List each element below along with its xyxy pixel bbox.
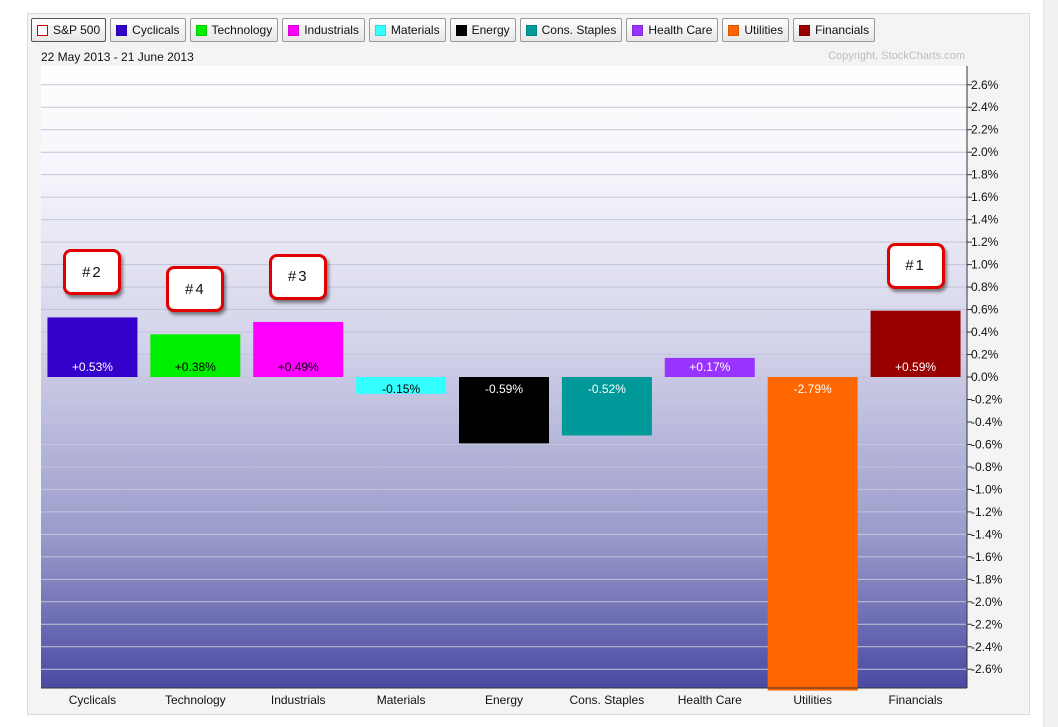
date-range-label: 22 May 2013 - 21 June 2013	[41, 50, 194, 64]
y-tick-label: 0.4%	[971, 325, 999, 339]
y-tick-label: -0.2%	[971, 392, 1003, 406]
legend-label: Cyclicals	[132, 23, 180, 37]
y-tick-label: 0.8%	[971, 280, 999, 294]
y-tick-label: -0.6%	[971, 437, 1003, 451]
rank-tag: #1	[886, 242, 945, 289]
legend-item-energy[interactable]: Energy	[449, 18, 516, 42]
bar-value-label: +0.53%	[72, 360, 113, 374]
legend-item-financials[interactable]: Financials	[793, 18, 876, 42]
y-tick-label: 1.6%	[971, 190, 999, 204]
y-tick-label: 1.8%	[971, 168, 999, 182]
rank-tag: #2	[63, 249, 122, 296]
legend-label: S&P 500	[53, 23, 101, 37]
x-category-label: Materials	[377, 693, 426, 707]
x-category-label: Energy	[485, 693, 523, 707]
legend-label: Health Care	[648, 23, 713, 37]
legend-label: Cons. Staples	[541, 23, 617, 37]
y-tick-label: 1.0%	[971, 258, 999, 272]
legend-label: Technology	[211, 23, 273, 37]
y-tick-label: -1.0%	[971, 482, 1003, 496]
bar-value-label: +0.38%	[175, 360, 216, 374]
y-tick-label: -1.4%	[971, 527, 1003, 541]
x-category-label: Technology	[165, 693, 226, 707]
y-tick-label: -2.2%	[971, 617, 1003, 631]
y-tick-label: 0.0%	[971, 370, 999, 384]
x-category-label: Health Care	[678, 693, 742, 707]
legend-item-health-care[interactable]: Health Care	[626, 18, 719, 42]
bar-financials	[870, 310, 961, 377]
legend-swatch	[728, 24, 740, 36]
y-tick-label: -0.8%	[971, 460, 1003, 474]
x-category-label: Utilities	[793, 693, 832, 707]
bar-value-label: -0.52%	[588, 382, 626, 396]
bar-value-label: -0.15%	[382, 382, 420, 396]
y-tick-label: -2.0%	[971, 595, 1003, 609]
y-tick-label: -2.6%	[971, 662, 1003, 676]
x-category-label: Cons. Staples	[570, 693, 645, 707]
legend-label: Utilities	[744, 23, 784, 37]
legend-swatch	[37, 24, 48, 36]
legend-item-technology[interactable]: Technology	[189, 18, 279, 42]
bars: +0.53% +0.38% +0.49% -0.15% -0.59% -0.52% +0.1…	[47, 310, 961, 691]
legend-swatch	[525, 24, 537, 36]
legend-swatch	[288, 24, 300, 36]
y-tick-label: -1.2%	[971, 505, 1003, 519]
legend-swatch	[374, 24, 386, 36]
x-axis: Cyclicals Technology Industrials Materials E…	[69, 693, 943, 707]
bar-value-label: -0.59%	[485, 382, 523, 396]
sector-legend-toolbar: S&P 500 Cyclicals Technology Industrials Mat…	[31, 18, 879, 42]
legend-item-cons-staples[interactable]: Cons. Staples	[519, 18, 623, 42]
rank-tag: #3	[269, 253, 328, 300]
legend-label: Energy	[471, 23, 510, 37]
y-tick-label: -1.8%	[971, 572, 1003, 586]
y-tick-label: 1.2%	[971, 235, 999, 249]
bar-industrials	[253, 321, 344, 377]
legend-item-cyclicals[interactable]: Cyclicals	[110, 18, 186, 42]
bar-value-label: -2.79%	[794, 382, 832, 396]
x-category-label: Industrials	[271, 693, 326, 707]
legend-item-utilities[interactable]: Utilities	[722, 18, 790, 42]
legend-item-industrials[interactable]: Industrials	[282, 18, 365, 42]
y-tick-label: -0.4%	[971, 415, 1003, 429]
y-tick-label: 2.6%	[971, 78, 999, 92]
y-tick-label: -1.6%	[971, 550, 1003, 564]
x-category-label: Cyclicals	[69, 693, 116, 707]
bar-health-care	[664, 357, 755, 377]
bar-value-label: +0.17%	[689, 360, 730, 374]
y-tick-label: 0.6%	[971, 303, 999, 317]
bar-technology	[150, 334, 241, 377]
bar-materials	[356, 377, 447, 394]
bar-utilities	[767, 377, 858, 691]
bar-value-label: +0.59%	[895, 360, 936, 374]
legend-item-materials[interactable]: Materials	[368, 18, 446, 42]
y-tick-label: 0.2%	[971, 348, 999, 362]
vertical-scrollbar[interactable]	[1043, 0, 1058, 727]
bar-energy	[459, 377, 549, 444]
rank-tag: #4	[166, 266, 225, 313]
legend-item-s-p-500[interactable]: S&P 500	[31, 18, 107, 42]
bar-cyclicals	[47, 317, 138, 377]
y-tick-label: 2.2%	[971, 123, 999, 137]
y-tick-label: 1.4%	[971, 213, 999, 227]
legend-swatch	[632, 24, 644, 36]
bar-value-label: +0.49%	[278, 360, 319, 374]
y-tick-label: -2.4%	[971, 640, 1003, 654]
legend-swatch	[799, 24, 811, 36]
legend-label: Industrials	[304, 23, 359, 37]
y-axis: 2.6% 2.4% 2.2% 2.0% 1.8% 1.6% 1.4% 1.2% 1.0% 0.8%…	[41, 66, 1003, 689]
y-tick-label: 2.4%	[971, 100, 999, 114]
legend-swatch	[116, 24, 128, 36]
legend-label: Materials	[390, 23, 440, 37]
legend-swatch	[195, 24, 207, 36]
legend-label: Financials	[815, 23, 870, 37]
y-tick-label: 2.0%	[971, 145, 999, 159]
bar-cons-staples	[561, 377, 652, 436]
legend-swatch	[455, 24, 467, 36]
x-category-label: Financials	[889, 693, 943, 707]
copyright-notice: Copyright, StockCharts.com	[828, 50, 965, 62]
